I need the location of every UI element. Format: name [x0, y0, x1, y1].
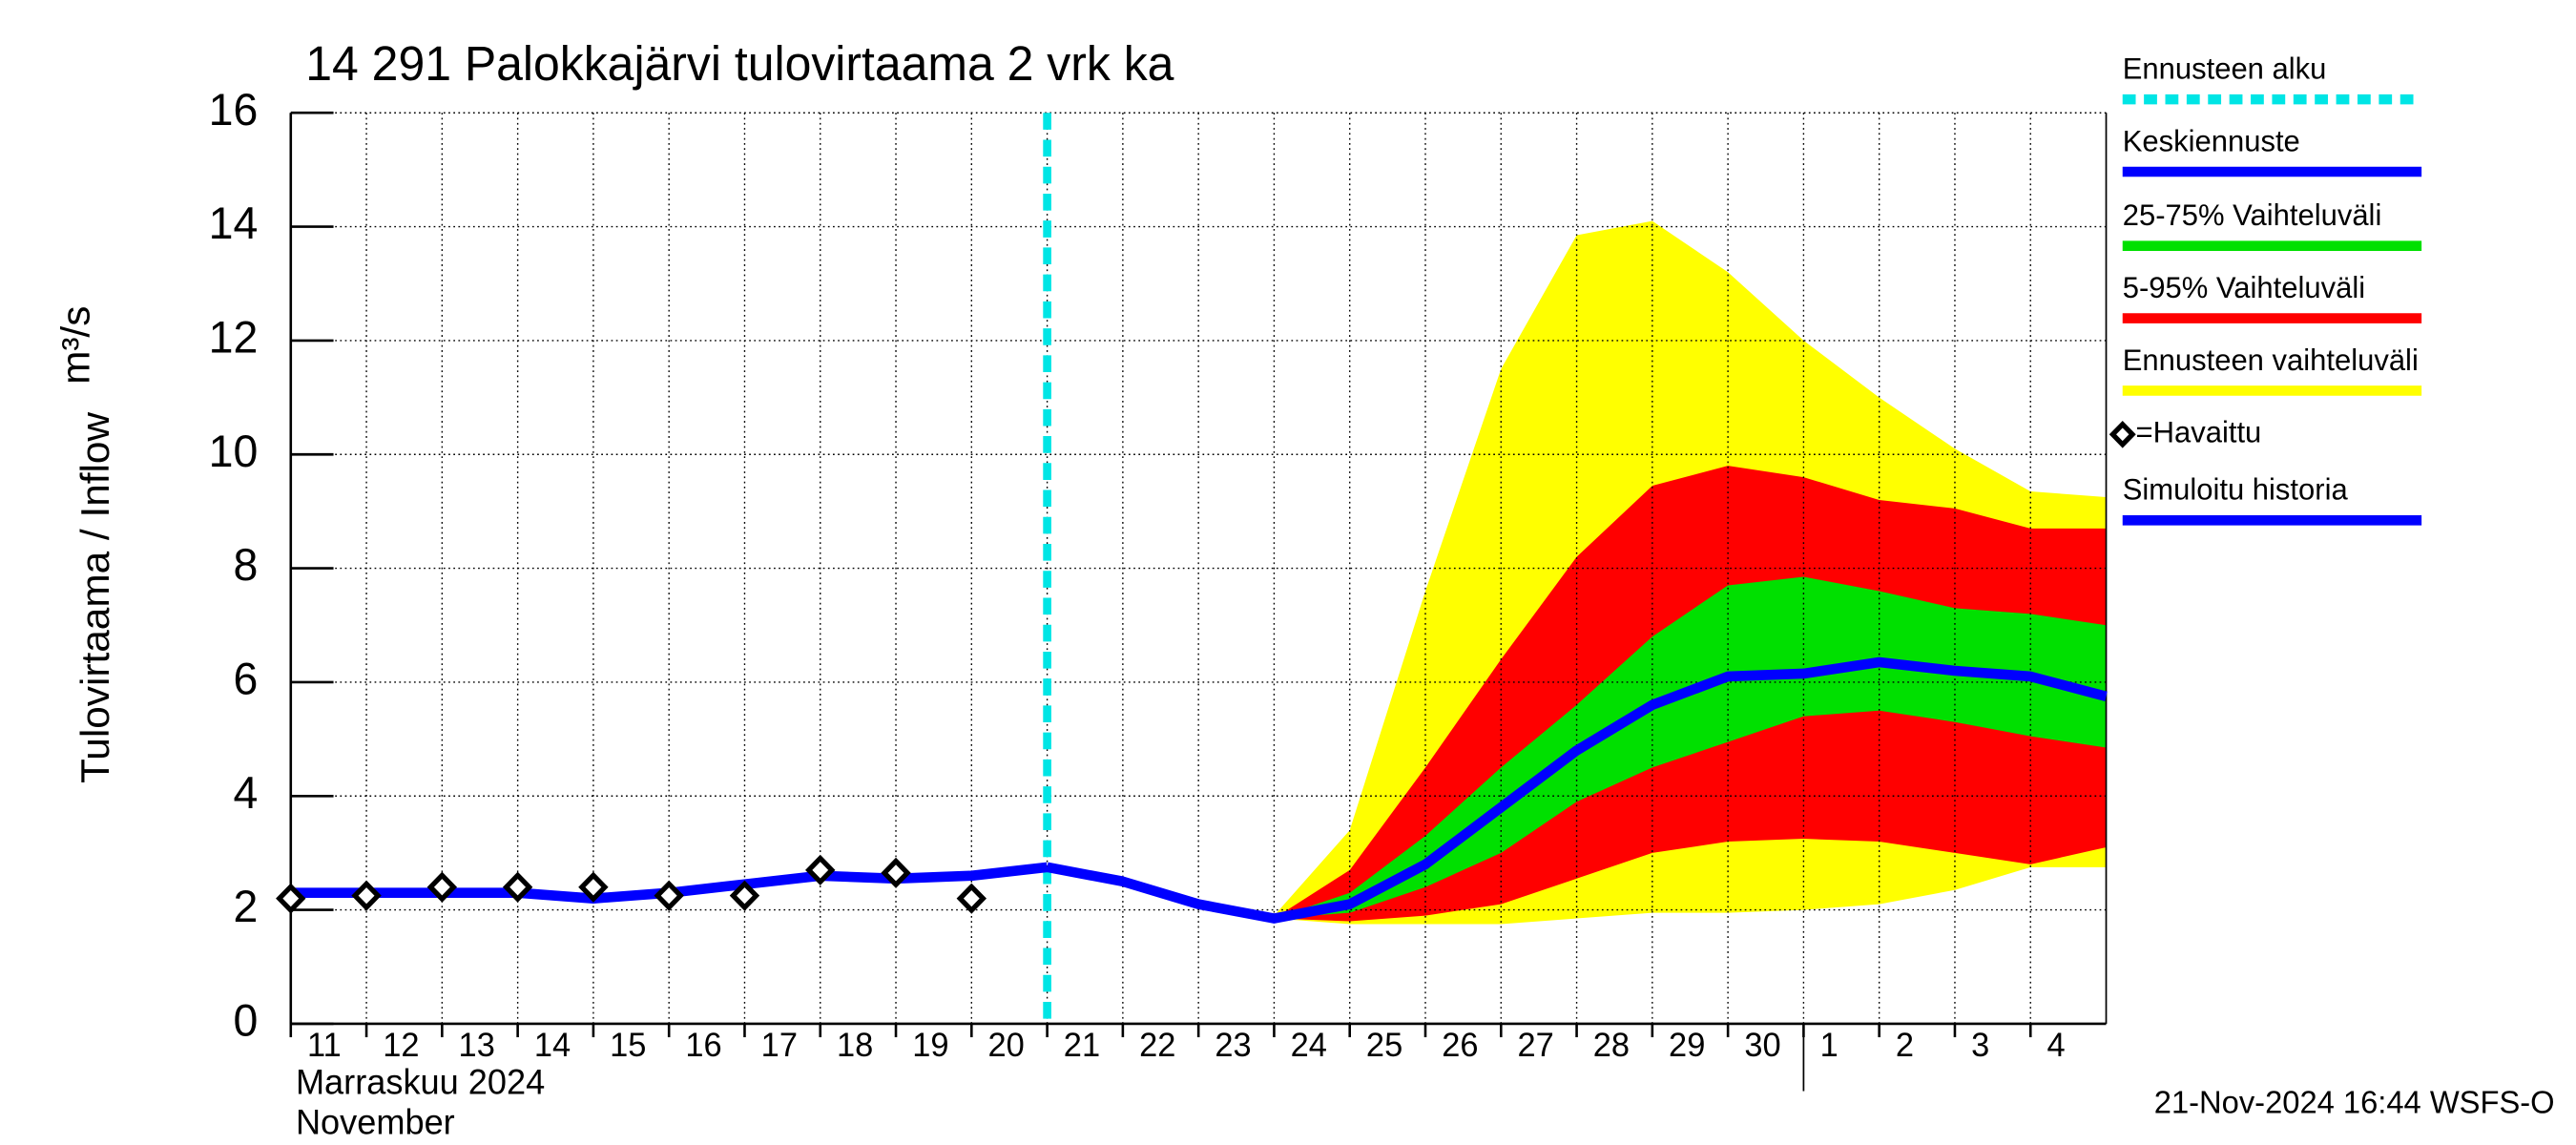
x-tick-label: 29	[1669, 1027, 1705, 1064]
x-tick-label: 11	[307, 1027, 342, 1064]
x-tick-label: 12	[383, 1027, 419, 1064]
legend-label: =Havaittu	[2136, 415, 2262, 448]
observed-point	[805, 854, 836, 885]
x-tick-label: 4	[2046, 1027, 2065, 1064]
observed-point	[502, 871, 533, 903]
observed-point	[578, 871, 609, 903]
x-tick-label: 18	[837, 1027, 873, 1064]
band	[1047, 466, 2107, 922]
legend-label: 5-95% Vaihteluväli	[2123, 271, 2365, 304]
x-tick-label: 27	[1517, 1027, 1553, 1064]
x-tick-label: 28	[1593, 1027, 1630, 1064]
observed-point	[881, 857, 911, 888]
x-tick-label: 15	[610, 1027, 646, 1064]
y-tick-label: 12	[209, 311, 259, 363]
observed-point	[426, 871, 458, 903]
observed-point	[729, 880, 760, 911]
month-label: Marraskuu 2024	[296, 1062, 545, 1101]
x-tick-label: 17	[761, 1027, 798, 1064]
y-tick-label: 10	[209, 425, 259, 476]
legend-label: Simuloitu historia	[2123, 472, 2348, 506]
legend-label: Keskiennuste	[2123, 124, 2300, 157]
timestamp: 21-Nov-2024 16:44 WSFS-O	[2154, 1085, 2555, 1120]
series-line	[1046, 656, 2108, 924]
y-tick-label: 2	[233, 881, 258, 932]
observed-point	[276, 883, 306, 914]
y-tick-label: 0	[233, 994, 258, 1046]
x-tick-label: 1	[1820, 1027, 1839, 1064]
month-label: November	[296, 1102, 455, 1141]
observed-point	[351, 880, 382, 911]
x-tick-label: 30	[1744, 1027, 1780, 1064]
legend-label: Ennusteen alku	[2123, 52, 2327, 85]
y-tick-label: 16	[209, 83, 259, 135]
x-tick-label: 25	[1366, 1027, 1402, 1064]
legend-marker	[2109, 420, 2136, 448]
x-tick-label: 13	[459, 1027, 495, 1064]
observed-point	[654, 880, 684, 911]
x-tick-label: 24	[1291, 1027, 1327, 1064]
y-axis-unit: m³/s	[53, 306, 97, 385]
x-tick-label: 21	[1064, 1027, 1100, 1064]
x-tick-label: 26	[1442, 1027, 1478, 1064]
y-tick-label: 6	[233, 653, 258, 704]
legend-label: Ennusteen vaihteluväli	[2123, 343, 2419, 376]
observed-point	[956, 883, 987, 914]
legend-label: 25-75% Vaihteluväli	[2123, 198, 2382, 232]
chart-title: 14 291 Palokkajärvi tulovirtaama 2 vrk k…	[305, 36, 1174, 92]
x-tick-label: 22	[1139, 1027, 1175, 1064]
x-tick-label: 23	[1215, 1027, 1251, 1064]
y-tick-label: 4	[233, 766, 258, 818]
x-tick-label: 16	[685, 1027, 721, 1064]
y-tick-label: 8	[233, 539, 258, 591]
x-tick-label: 20	[988, 1027, 1025, 1064]
x-tick-label: 2	[1896, 1027, 1914, 1064]
x-tick-label: 19	[912, 1027, 948, 1064]
x-tick-label: 14	[534, 1027, 571, 1064]
y-tick-label: 14	[209, 198, 259, 249]
x-tick-label: 3	[1971, 1027, 1989, 1064]
y-axis-label: Tulovirtaama / Inflow	[73, 411, 117, 783]
